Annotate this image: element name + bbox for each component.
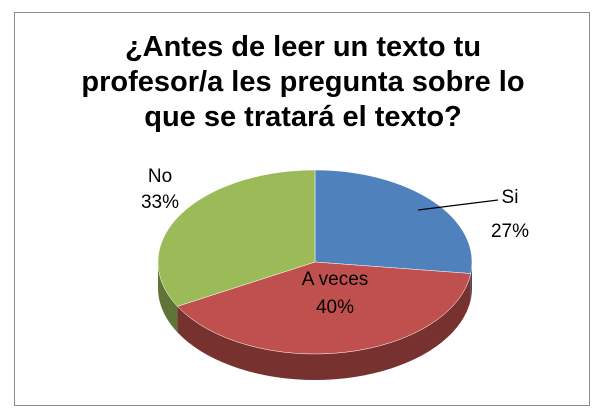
- data-label-value: 27%: [491, 221, 529, 242]
- pie-slice-side: [158, 262, 178, 333]
- pie-slice: [176, 261, 472, 355]
- data-label-value: 40%: [316, 297, 354, 318]
- pie-slice-side: [177, 273, 471, 380]
- data-label-value: 33%: [141, 192, 179, 213]
- pie-slice: [314, 169, 473, 274]
- chart-frame: [14, 12, 590, 406]
- data-label-name: A veces: [302, 269, 369, 290]
- chart-title: ¿Antes de leer un texto tu profesor/a le…: [81, 31, 525, 133]
- pie-slice-side: [470, 262, 472, 300]
- data-label-name: No: [148, 166, 172, 187]
- data-label-name: Si: [502, 187, 519, 208]
- pie-slice: [157, 169, 316, 307]
- leader-line: [417, 199, 499, 211]
